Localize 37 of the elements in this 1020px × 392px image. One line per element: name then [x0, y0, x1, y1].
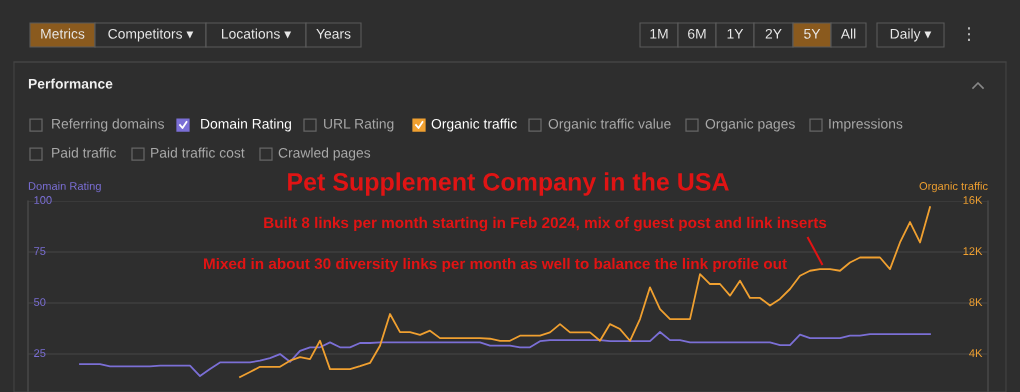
text: All: [840, 28, 856, 39]
y2-tick-label: 12K: [963, 247, 983, 255]
y-tick-label: 50: [34, 298, 46, 307]
text: Locations ▾: [222, 28, 292, 39]
text: Metrics: [41, 28, 85, 39]
text: Paid traffic cost: [151, 147, 245, 158]
y2-tick-label: 16K: [963, 196, 983, 204]
text: Referring domains: [52, 118, 164, 132]
y2-tick-label: 8K: [969, 298, 983, 307]
y-tick-label: 100: [34, 196, 52, 204]
text: Paid traffic: [52, 147, 116, 158]
text: URL Rating: [324, 118, 394, 132]
y-tick-label: 25: [34, 349, 46, 358]
text: 2Y: [765, 28, 782, 39]
text: ⋮: [968, 27, 970, 41]
text: Crawled pages: [278, 147, 371, 161]
text: Organic traffic value: [548, 118, 671, 132]
chart-title: Pet Supplement Company in the USA: [288, 172, 729, 196]
text: Organic pages: [705, 118, 795, 132]
y-axis-title: Domain Rating: [28, 181, 101, 193]
text: 6M: [688, 28, 706, 39]
text: Performance: [28, 78, 113, 89]
annotation: Mixed in about 30 diversity links per month as well to balance the link profile out: [204, 257, 787, 273]
text: Competitors ▾: [108, 28, 194, 42]
line-series: [79, 331, 931, 377]
text: Years: [316, 29, 351, 39]
text: Daily ▾: [890, 28, 932, 42]
y2-axis-title: Organic traffic: [919, 181, 988, 193]
y2-tick-label: 4K: [969, 349, 983, 357]
text: Domain Rating: [201, 118, 291, 132]
text: Organic traffic: [431, 118, 517, 132]
y-tick-label: 75: [34, 247, 46, 255]
annotation: Built 8 links per month starting in Feb 2024, mix of guest post and link inserts: [264, 216, 827, 232]
text: Impressions: [829, 118, 903, 132]
text: 5Y: [804, 29, 821, 39]
text: 1M: [650, 29, 668, 39]
text: 1Y: [727, 29, 744, 39]
